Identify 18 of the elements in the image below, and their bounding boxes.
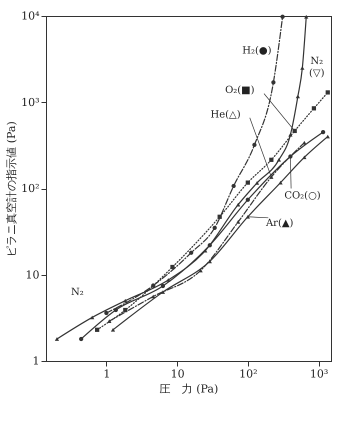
text: He(△) bbox=[210, 109, 241, 120]
y-tick-label: 10 bbox=[26, 268, 40, 282]
text: O₂(■) bbox=[225, 85, 255, 96]
text: CO₂(○) bbox=[284, 190, 321, 202]
y-tick-label: 10³ bbox=[21, 96, 40, 109]
x-tick-label: 1 bbox=[103, 368, 110, 380]
x-tick-label: 10³ bbox=[310, 368, 328, 380]
series-label: N₂ (▽) bbox=[309, 56, 325, 79]
y-tick-label: 10² bbox=[21, 182, 40, 195]
x-tick-label: 10² bbox=[239, 368, 258, 380]
x-tick-label: 10 bbox=[170, 368, 185, 380]
y-axis-title: ピラニ真空計の指示値 (Pa) bbox=[5, 121, 18, 257]
y-tick-label: 10⁴ bbox=[21, 10, 40, 22]
legend-label: Ar(▲) bbox=[264, 218, 294, 229]
y-tick-label: 1 bbox=[32, 354, 40, 368]
annotation: N₂ bbox=[70, 287, 84, 298]
series-label: H₂(●) bbox=[242, 46, 272, 56]
x-axis-title: 圧 力 (Pa) bbox=[160, 382, 218, 396]
